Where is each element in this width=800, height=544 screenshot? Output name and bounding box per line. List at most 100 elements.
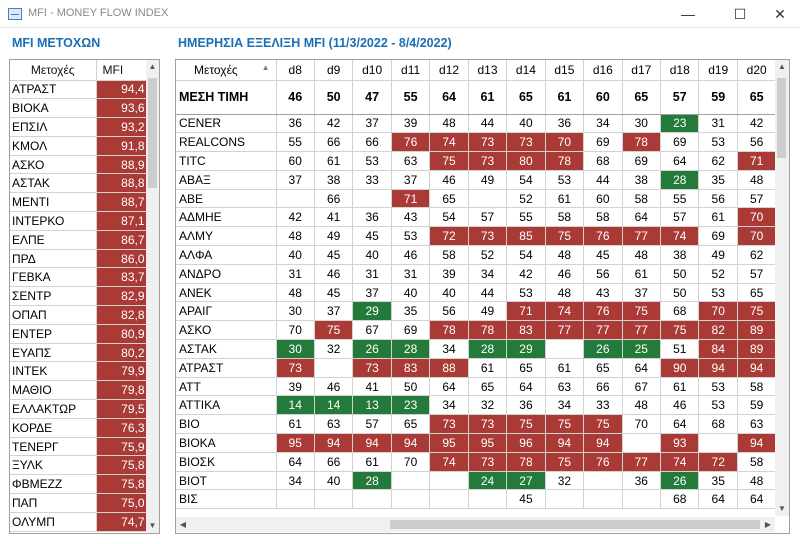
chevron-down-icon[interactable]: ▼: [148, 521, 157, 530]
maximize-button[interactable]: ☐: [733, 6, 747, 22]
table-row[interactable]: ΑΣΚΟ 70 75 67 69 78 78 83 77 77 77 75 82 89: [176, 320, 777, 341]
column-header-day[interactable]: d16: [583, 60, 623, 81]
table-row[interactable]: ΦΒΜΕΖΖ 75,8: [10, 474, 149, 495]
mfi-cell: 46: [391, 245, 431, 265]
mfi-stocks-grid[interactable]: Μετοχές MFI ΑΤΡΑΣΤ 94,4 ΒΙΟΚΑ 93,6 ΕΠΣΙΛ 93,2…: [9, 59, 160, 534]
table-row[interactable]: ΑΛΦΑ 40 45 40 46 58 52 54 48 45 48 38 49 62: [176, 245, 777, 265]
table-row[interactable]: ΠΡΔ 86,0: [10, 249, 149, 269]
table-row[interactable]: ΕΛΠΕ 86,7: [10, 230, 149, 250]
table-row[interactable]: ΤΕΝΕΡΓ 75,9: [10, 437, 149, 457]
table-row[interactable]: ΕΝΤΕΡ 80,9: [10, 324, 149, 344]
column-header-day[interactable]: d17: [622, 60, 662, 81]
left-vertical-scrollbar[interactable]: ▲ ▼: [146, 60, 159, 533]
table-row[interactable]: ΙΝΤΕΚ 79,9: [10, 361, 149, 382]
mfi-cell: 62: [737, 245, 777, 265]
scroll-thumb[interactable]: [777, 78, 786, 158]
mfi-cell: 37: [622, 283, 662, 303]
column-header-mfi[interactable]: MFI: [96, 60, 149, 81]
table-row[interactable]: ΒΙΟ 61 63 57 65 73 73 75 75 75 70 64 68 63: [176, 414, 777, 435]
mfi-cell: 40: [391, 283, 431, 303]
column-header-day[interactable]: d14: [506, 60, 546, 81]
column-header-day[interactable]: d13: [468, 60, 508, 81]
table-row[interactable]: ΕΠΣΙΛ 93,2: [10, 117, 149, 137]
column-header-day[interactable]: d9: [314, 60, 354, 81]
mfi-cell: 53: [506, 283, 546, 303]
table-row[interactable]: ΓΕΒΚΑ 83,7: [10, 267, 149, 288]
column-header-day[interactable]: d18: [660, 60, 700, 81]
mfi-cell: 71: [506, 301, 546, 322]
table-row[interactable]: ΜΕΝΤΙ 88,7: [10, 192, 149, 213]
table-row[interactable]: ΟΠΑΠ 82,8: [10, 305, 149, 325]
right-vertical-scrollbar[interactable]: ▲ ▼: [775, 60, 789, 516]
scroll-thumb[interactable]: [148, 78, 157, 188]
table-row[interactable]: ΚΟΡΔΕ 76,3: [10, 418, 149, 438]
table-row[interactable]: ΑΝΔΡΟ 31 46 31 31 39 34 42 46 56 61 50 52 57: [176, 264, 777, 284]
table-row[interactable]: ΑΣΤΑΚ 30 32 26 28 34 28 29 26 25 51 84 89: [176, 339, 777, 359]
mfi-cell: 70: [545, 132, 585, 153]
table-row[interactable]: ΟΛΥΜΠ 74,7: [10, 512, 149, 532]
table-row[interactable]: ΑΒΕ 66 71 65 52 61 60 58 55 56 57: [176, 189, 777, 209]
table-row[interactable]: ΒΙΟΣΚ 64 66 61 70 74 73 78 75 76 77 74 72 58: [176, 452, 777, 472]
chevron-up-icon[interactable]: ▲: [778, 62, 786, 71]
table-row[interactable]: ΙΝΤΕΡΚΟ 87,1: [10, 211, 149, 231]
table-row[interactable]: ΒΙΟΤ 34 40 28 24 27 32 36 26 35 48: [176, 471, 777, 491]
chevron-down-icon[interactable]: ▼: [778, 504, 786, 513]
column-header-day[interactable]: d20: [737, 60, 777, 81]
column-header-day[interactable]: d15: [545, 60, 585, 81]
mfi-cell: 61: [314, 151, 354, 171]
table-row[interactable]: ΞΥΛΚ 75,8: [10, 455, 149, 476]
column-header-stocks[interactable]: Μετοχές: [10, 60, 97, 81]
table-row[interactable]: ΠΑΠ 75,0: [10, 493, 149, 513]
column-header-day[interactable]: d19: [698, 60, 738, 81]
table-row[interactable]: ΚΜΟΛ 91,8: [10, 136, 149, 156]
table-row[interactable]: ΑΡΑΙΓ 30 37 29 35 56 49 71 74 76 75 68 70 75: [176, 301, 777, 322]
minimize-button[interactable]: —: [681, 6, 695, 22]
mfi-cell: 69: [583, 132, 623, 153]
table-row[interactable]: ΕΛΛΑΚΤΩΡ 79,5: [10, 399, 149, 419]
table-row[interactable]: ΑΣΤΑΚ 88,8: [10, 173, 149, 194]
table-row[interactable]: ΒΙΟΚΑ 93,6: [10, 98, 149, 119]
column-header-day[interactable]: d10: [352, 60, 392, 81]
chevron-up-icon[interactable]: ▲: [148, 62, 157, 71]
table-row[interactable]: ΣΕΝΤΡ 82,9: [10, 286, 149, 307]
table-row[interactable]: CENER 36 42 37 39 48 44 40 36 34 30 23 31 42: [176, 114, 777, 134]
column-header-day[interactable]: d8: [276, 60, 315, 81]
table-row[interactable]: ΒΙΣ 45 68 64 64: [176, 489, 777, 510]
table-row[interactable]: ΑΤΡΑΣΤ 73 73 83 88 61 65 61 65 64 90 94 94: [176, 358, 777, 378]
stock-name: ΑΣΚΟ: [10, 155, 97, 175]
mfi-cell: [314, 489, 354, 510]
table-row[interactable]: ΑΤΤΙΚΑ 14 14 13 23 34 32 36 34 33 48 46 53 59: [176, 395, 777, 416]
daily-mfi-grid[interactable]: Μετοχές ▲ d8 d9 d10 d11 d12 d13 d14 d15 d16 d17 d18 d…: [175, 59, 790, 534]
table-row[interactable]: ΑΝΕΚ 48 45 37 40 40 44 53 48 43 37 50 53 65: [176, 283, 777, 303]
mfi-value: 82,9: [96, 286, 149, 307]
column-header-day[interactable]: d12: [429, 60, 469, 81]
mfi-cell: 68: [698, 414, 738, 435]
table-row[interactable]: ΑΤΤ 39 46 41 50 64 65 64 63 66 67 61 53 58: [176, 377, 777, 397]
table-row[interactable]: ΑΛΜΥ 48 49 45 53 72 73 85 75 76 77 74 69 70: [176, 226, 777, 247]
mfi-cell: 64: [622, 207, 662, 228]
table-row[interactable]: ΑΣΚΟ 88,9: [10, 155, 149, 175]
mfi-cell: 78: [429, 320, 469, 341]
chevron-left-icon[interactable]: ◀: [179, 520, 187, 529]
close-button[interactable]: ✕: [774, 6, 786, 22]
table-row[interactable]: ΒΙΟΚΑ 95 94 94 94 95 95 96 94 94 93 94: [176, 433, 777, 453]
mfi-value: 80,9: [96, 324, 149, 344]
table-row[interactable]: ΑΒΑΞ 37 38 33 37 46 49 54 53 44 38 28 35 48: [176, 170, 777, 190]
mfi-cell: 57: [352, 414, 392, 435]
table-row[interactable]: ΜΑΘΙΟ 79,8: [10, 380, 149, 401]
table-row[interactable]: TITC 60 61 53 63 75 73 80 78 68 69 64 62 71: [176, 151, 777, 171]
stock-name: ΕΥΑΠΣ: [10, 343, 97, 363]
table-row[interactable]: ΕΥΑΠΣ 80,2: [10, 343, 149, 363]
table-row[interactable]: REALCONS 55 66 66 76 74 73 73 70 69 78 69 53 56: [176, 132, 777, 153]
mfi-value: 93,2: [96, 117, 149, 137]
sort-up-icon[interactable]: ▲: [261, 63, 270, 72]
chevron-right-icon[interactable]: ▶: [764, 520, 772, 529]
table-row[interactable]: ΑΔΜΗΕ 42 41 36 43 54 57 55 58 58 64 57 61 70: [176, 207, 777, 228]
scroll-thumb-horizontal[interactable]: [390, 520, 760, 529]
mfi-cell: 84: [698, 339, 738, 359]
table-row[interactable]: ΑΤΡΑΣΤ 94,4: [10, 80, 149, 100]
column-header-stocks[interactable]: Μετοχές ▲: [176, 60, 277, 81]
horizontal-scrollbar[interactable]: ◀ ▶: [176, 517, 775, 532]
column-header-day[interactable]: d11: [391, 60, 431, 81]
stock-name: ΑΣΤΑΚ: [10, 173, 97, 194]
